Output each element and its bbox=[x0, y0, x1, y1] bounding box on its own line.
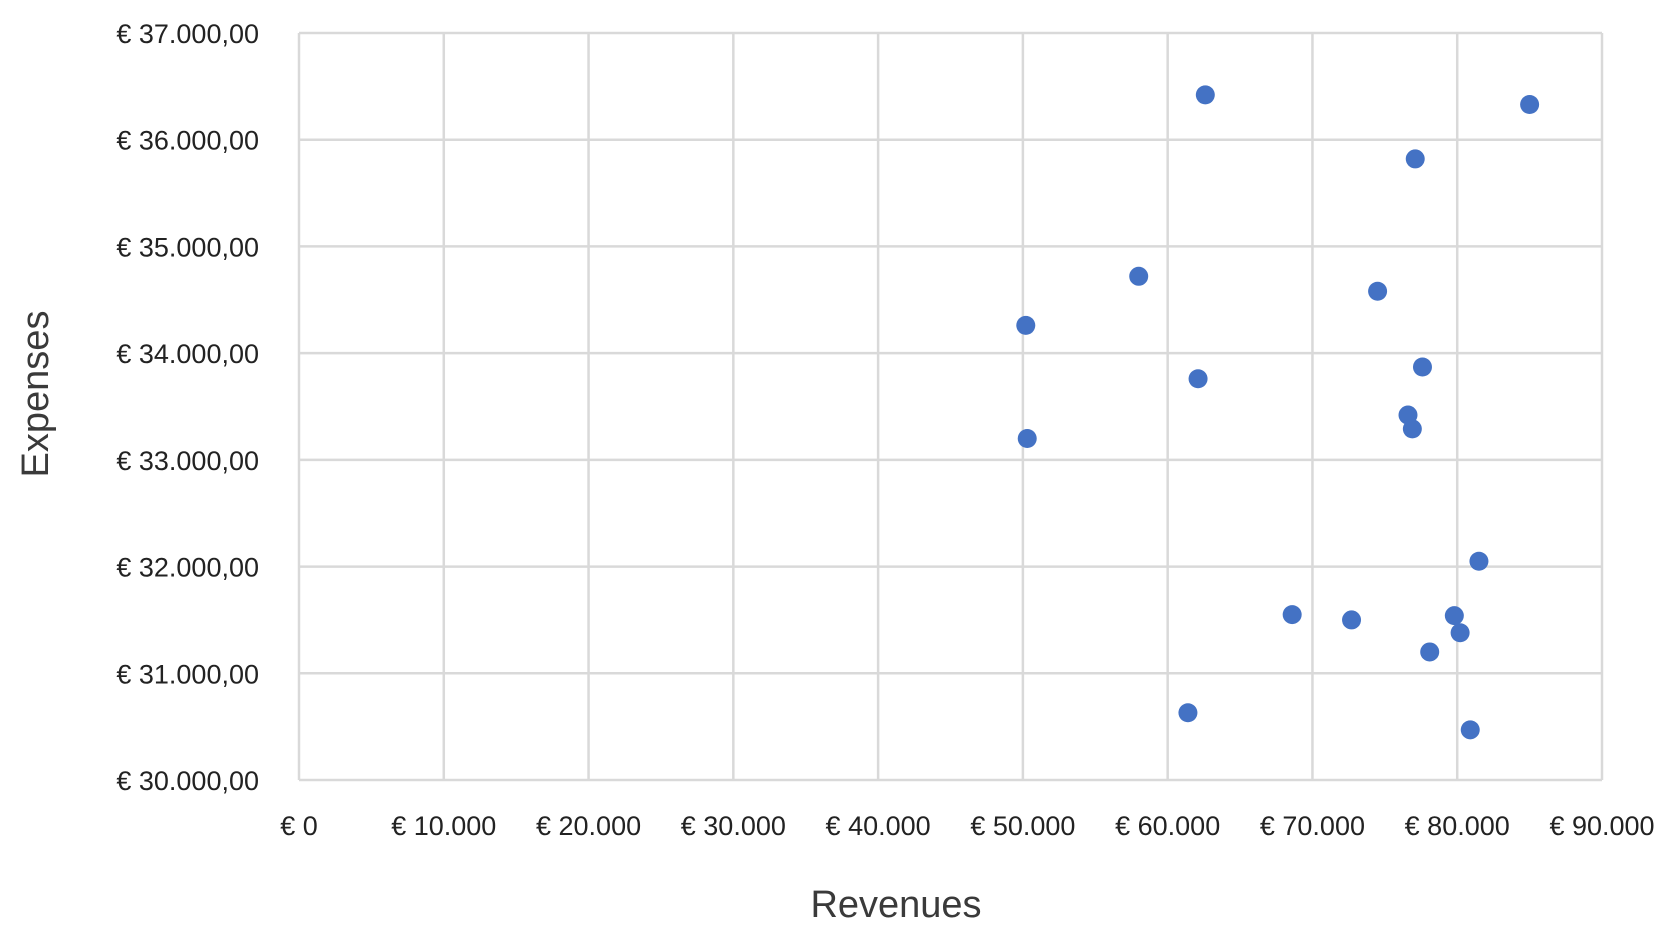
y-tick-label: € 36.000,00 bbox=[116, 126, 259, 156]
y-tick-label: € 32.000,00 bbox=[116, 553, 259, 583]
y-tick-label: € 34.000,00 bbox=[116, 339, 259, 369]
data-point bbox=[1469, 551, 1489, 571]
x-tick-label: € 30.000 bbox=[681, 811, 786, 841]
data-points bbox=[1016, 85, 1540, 740]
y-axis-tick-labels: € 30.000,00 € 31.000,00 € 32.000,00 € 33.00… bbox=[116, 19, 259, 796]
y-axis-title: Expenses bbox=[15, 311, 57, 478]
y-tick-label: € 37.000,00 bbox=[116, 19, 259, 49]
y-tick-label: € 30.000,00 bbox=[116, 766, 259, 796]
x-tick-label: € 40.000 bbox=[826, 811, 931, 841]
data-point bbox=[1282, 605, 1302, 625]
data-point bbox=[1402, 419, 1422, 439]
y-tick-label: € 35.000,00 bbox=[116, 232, 259, 262]
x-axis-title: Revenues bbox=[810, 884, 981, 926]
x-tick-label: € 80.000 bbox=[1405, 811, 1510, 841]
data-point bbox=[1129, 266, 1149, 286]
data-point bbox=[1188, 369, 1208, 389]
horizontal-gridlines bbox=[299, 31, 1602, 782]
y-tick-label: € 33.000,00 bbox=[116, 446, 259, 476]
x-tick-label: € 70.000 bbox=[1260, 811, 1365, 841]
x-tick-label: € 60.000 bbox=[1115, 811, 1220, 841]
x-tick-label: € 20.000 bbox=[536, 811, 641, 841]
data-point bbox=[1420, 642, 1440, 662]
data-point bbox=[1017, 429, 1037, 449]
x-tick-label: € 90.000 bbox=[1549, 811, 1654, 841]
data-point bbox=[1444, 606, 1464, 626]
data-point bbox=[1195, 85, 1215, 105]
vertical-gridlines bbox=[297, 33, 1604, 780]
data-point bbox=[1405, 149, 1425, 169]
data-point bbox=[1342, 610, 1362, 630]
data-point bbox=[1520, 94, 1540, 114]
data-point bbox=[1178, 703, 1198, 723]
data-point bbox=[1368, 281, 1388, 301]
y-tick-label: € 31.000,00 bbox=[116, 659, 259, 689]
x-tick-label: € 50.000 bbox=[970, 811, 1075, 841]
data-point bbox=[1460, 720, 1480, 740]
data-point bbox=[1016, 315, 1036, 335]
x-tick-label: € 10.000 bbox=[391, 811, 496, 841]
data-point bbox=[1450, 623, 1470, 643]
x-tick-label: € 0 bbox=[280, 811, 318, 841]
data-point bbox=[1412, 357, 1432, 377]
x-axis-tick-labels: € 0 € 10.000 € 20.000 € 30.000 € 40.000 € 50.… bbox=[280, 811, 1654, 841]
